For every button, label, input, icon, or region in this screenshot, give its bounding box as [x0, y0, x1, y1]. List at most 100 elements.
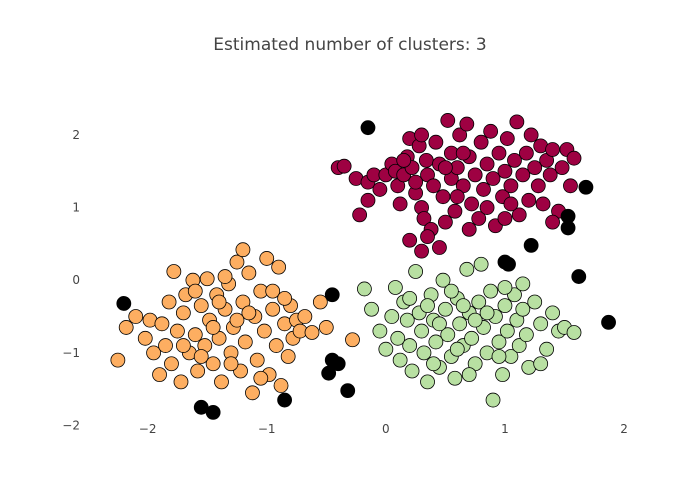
data-point [545, 214, 560, 230]
data-points [110, 113, 616, 420]
data-point [416, 211, 432, 226]
data-point [271, 259, 287, 275]
data-point [253, 370, 269, 386]
data-point [601, 314, 616, 330]
data-point [432, 240, 447, 255]
data-point [161, 294, 177, 310]
data-point [471, 211, 487, 226]
data-point [473, 134, 489, 150]
data-point [249, 352, 265, 368]
data-point [304, 325, 320, 340]
data-point [352, 207, 368, 223]
data-point [360, 192, 376, 208]
data-point [241, 305, 257, 321]
data-point [497, 280, 513, 295]
data-point [485, 392, 501, 408]
data-point [223, 356, 239, 372]
data-point [491, 334, 507, 350]
data-point [461, 367, 477, 383]
data-point [214, 374, 229, 390]
data-point [511, 207, 527, 223]
data-point [515, 167, 531, 183]
data-point [497, 211, 513, 226]
data-point [473, 256, 489, 272]
data-point [435, 272, 451, 288]
data-point [324, 287, 340, 303]
data-point [503, 178, 519, 194]
data-point [511, 338, 527, 353]
data-point [499, 131, 515, 146]
data-point [387, 280, 403, 295]
data-point [297, 309, 313, 324]
data-point [459, 116, 475, 132]
data-point [187, 283, 203, 299]
data-point [464, 330, 479, 346]
data-point [476, 182, 491, 197]
data-point [265, 283, 281, 299]
data-point [418, 152, 434, 168]
data-point [128, 309, 144, 324]
data-point [321, 365, 337, 381]
y-tick-label: 0 [72, 273, 80, 287]
data-point [408, 174, 424, 190]
data-point [372, 323, 388, 339]
data-point [437, 160, 453, 176]
data-point [554, 160, 570, 176]
data-point [420, 229, 435, 245]
data-point [447, 370, 463, 386]
data-point [357, 281, 372, 297]
data-point [479, 305, 495, 321]
data-point [199, 271, 215, 287]
series-1 [110, 242, 360, 401]
data-point [518, 145, 534, 161]
data-point [416, 345, 432, 361]
data-point [259, 251, 275, 266]
x-tick-label: 0 [382, 422, 390, 436]
data-point [414, 127, 429, 143]
y-tick-label: −1 [62, 346, 80, 360]
data-point [408, 264, 424, 279]
data-point [509, 114, 525, 130]
data-point [483, 283, 499, 299]
x-tick-label: 2 [620, 422, 628, 436]
data-point [426, 356, 441, 372]
data-point [116, 296, 132, 311]
data-point [402, 232, 418, 248]
data-point [527, 294, 543, 310]
data-point [399, 312, 415, 328]
data-point [461, 221, 477, 237]
data-point [193, 298, 209, 314]
data-point [452, 316, 468, 332]
data-point [447, 203, 463, 219]
data-point [205, 356, 221, 372]
data-point [523, 127, 539, 143]
data-point [273, 378, 289, 393]
data-point [518, 327, 534, 343]
data-point [402, 338, 418, 353]
data-point [205, 404, 221, 420]
data-point [499, 323, 515, 339]
x-tick-label: −2 [139, 422, 157, 436]
data-point [268, 338, 284, 353]
data-point [515, 276, 531, 292]
data-point [515, 301, 531, 317]
data-point [571, 269, 587, 284]
series-3 [116, 120, 616, 420]
x-axis-ticks: −2 −1 0 1 2 [139, 422, 628, 436]
data-point [190, 363, 206, 379]
data-point [432, 316, 447, 332]
data-point [378, 341, 394, 357]
y-axis-ticks: −2 −1 0 1 2 [62, 128, 80, 433]
data-point [449, 189, 465, 205]
data-point [237, 334, 253, 350]
data-point [440, 113, 456, 128]
y-tick-label: 1 [72, 201, 80, 215]
data-point [414, 323, 429, 339]
data-point [175, 305, 191, 321]
y-tick-label: −2 [62, 418, 80, 432]
data-point [566, 325, 582, 340]
data-point [455, 145, 471, 161]
data-point [330, 356, 346, 372]
data-point [360, 120, 376, 136]
